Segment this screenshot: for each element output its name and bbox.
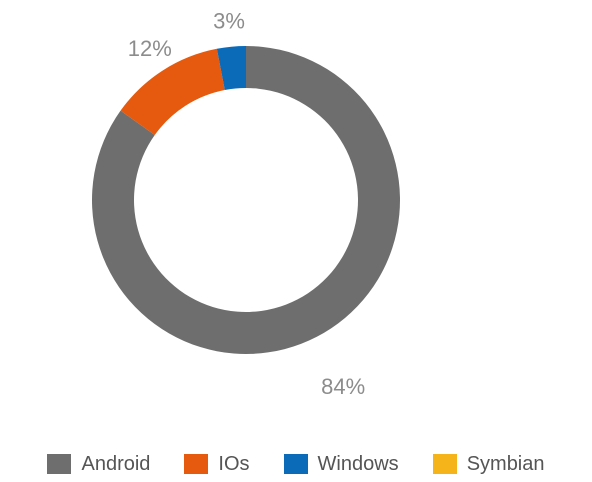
slice-label-windows: 3% (213, 9, 245, 34)
legend-swatch-windows (283, 454, 308, 474)
legend-item-ios: IOs (184, 452, 250, 476)
legend: Android IOs Windows Symbian (0, 446, 592, 482)
legend-swatch-ios (184, 454, 209, 474)
legend-label-android: Android (81, 452, 151, 475)
legend-swatch-symbian (432, 454, 457, 474)
legend-label-symbian: Symbian (466, 452, 545, 475)
legend-item-windows: Windows (283, 452, 399, 476)
legend-item-android: Android (47, 453, 150, 476)
legend-label-windows: Windows (317, 452, 399, 475)
slice-ios (120, 48, 225, 136)
slice-label-ios: 12% (128, 36, 172, 61)
slice-windows (216, 46, 246, 91)
legend-label-ios: IOs (218, 452, 250, 475)
slice-label-android: 84% (321, 374, 365, 399)
legend-item-symbian: Symbian (432, 452, 545, 476)
donut-plot: 84% 12% 3% (92, 9, 401, 399)
legend-swatch-android (47, 454, 72, 474)
